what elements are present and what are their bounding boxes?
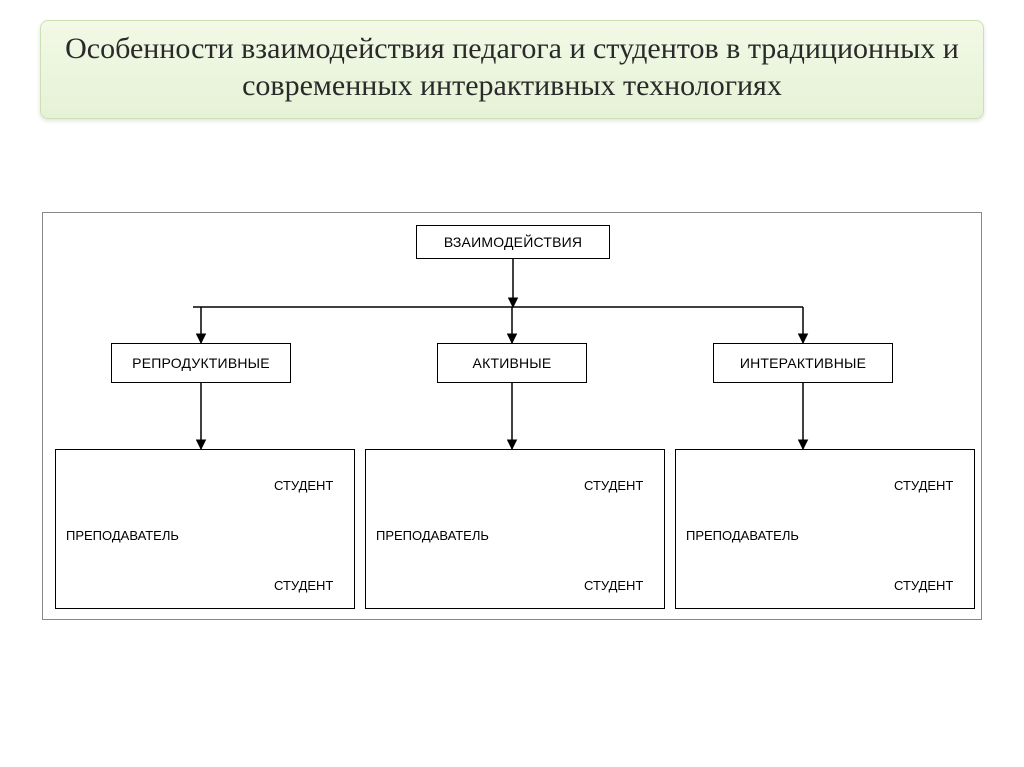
panel-reproductive: ПРЕПОДАВАТЕЛЬ СТУДЕНТ СТУДЕНТ xyxy=(55,449,355,609)
label-student: СТУДЕНТ xyxy=(584,578,643,593)
panel-active: ПРЕПОДАВАТЕЛЬ СТУДЕНТ СТУДЕНТ xyxy=(365,449,665,609)
node-root: ВЗАИМОДЕЙСТВИЯ xyxy=(416,225,610,259)
node-active-label: АКТИВНЫЕ xyxy=(473,355,552,371)
label-student: СТУДЕНТ xyxy=(274,478,333,493)
page-title: Особенности взаимодействия педагога и ст… xyxy=(61,31,963,104)
label-student: СТУДЕНТ xyxy=(894,478,953,493)
panel-interactive: ПРЕПОДАВАТЕЛЬ СТУДЕНТ СТУДЕНТ xyxy=(675,449,975,609)
label-student: СТУДЕНТ xyxy=(584,478,643,493)
node-active: АКТИВНЫЕ xyxy=(437,343,587,383)
label-student: СТУДЕНТ xyxy=(894,578,953,593)
node-reproductive: РЕПРОДУКТИВНЫЕ xyxy=(111,343,291,383)
node-interactive-label: ИНТЕРАКТИВНЫЕ xyxy=(740,355,866,371)
label-teacher: ПРЕПОДАВАТЕЛЬ xyxy=(686,528,799,543)
label-teacher: ПРЕПОДАВАТЕЛЬ xyxy=(376,528,489,543)
label-student: СТУДЕНТ xyxy=(274,578,333,593)
node-reproductive-label: РЕПРОДУКТИВНЫЕ xyxy=(132,355,270,371)
diagram-outer: ВЗАИМОДЕЙСТВИЯ РЕПРОДУКТИВНЫЕ АКТИВНЫЕ И… xyxy=(42,212,982,620)
node-root-label: ВЗАИМОДЕЙСТВИЯ xyxy=(444,234,582,250)
label-teacher: ПРЕПОДАВАТЕЛЬ xyxy=(66,528,179,543)
title-box: Особенности взаимодействия педагога и ст… xyxy=(40,20,984,119)
node-interactive: ИНТЕРАКТИВНЫЕ xyxy=(713,343,893,383)
